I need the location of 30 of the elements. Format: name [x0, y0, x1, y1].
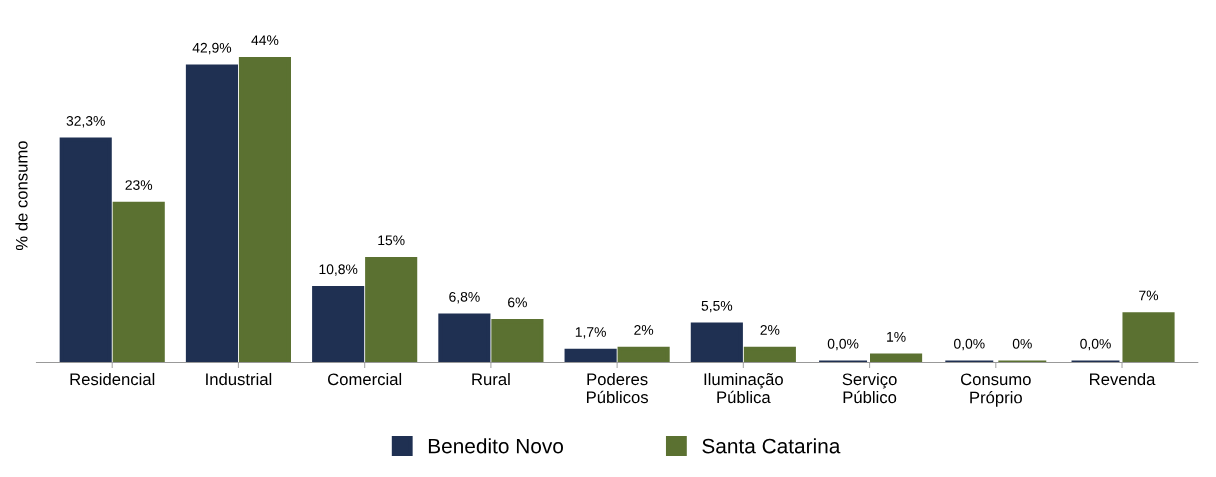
data-label: 0,0%	[827, 338, 859, 351]
data-label: 42,9%	[192, 42, 232, 55]
x-tick-label: Comercial	[328, 372, 402, 386]
x-tick-label: Revenda	[1090, 372, 1156, 386]
data-label: 2%	[634, 325, 654, 335]
data-label: 0,0%	[954, 338, 985, 351]
y-axis-title: % de consumo	[15, 141, 28, 251]
data-label: 6%	[508, 297, 527, 308]
data-label: 5,5%	[701, 300, 733, 313]
data-label: 1%	[887, 331, 906, 342]
data-label: 15%	[378, 235, 405, 246]
data-label: 32,3%	[66, 116, 105, 128]
data-label: 44%	[251, 35, 279, 46]
data-label: 10,8%	[319, 264, 358, 276]
data-label: 0%	[1012, 338, 1032, 349]
x-tick-label: Serviço Público	[842, 372, 897, 404]
data-label: 0,0%	[1080, 338, 1111, 351]
x-tick-label: Residencial	[70, 372, 155, 386]
data-label: 23%	[125, 180, 153, 190]
x-tick-label: Iluminação Pública	[704, 372, 783, 404]
data-label: 2%	[760, 325, 780, 335]
x-tick-label: Rural	[472, 372, 510, 386]
legend-label: Benedito Novo	[428, 438, 564, 454]
data-label: 1,7%	[575, 327, 606, 339]
x-tick-label: Poderes Públicos	[586, 372, 649, 404]
data-label: 7%	[1139, 290, 1159, 301]
data-label: 6,8%	[449, 291, 480, 304]
legend-label: Santa Catarina	[702, 438, 841, 454]
x-tick-label: Industrial	[206, 372, 272, 386]
x-tick-label: Consumo Próprio	[960, 373, 1031, 407]
